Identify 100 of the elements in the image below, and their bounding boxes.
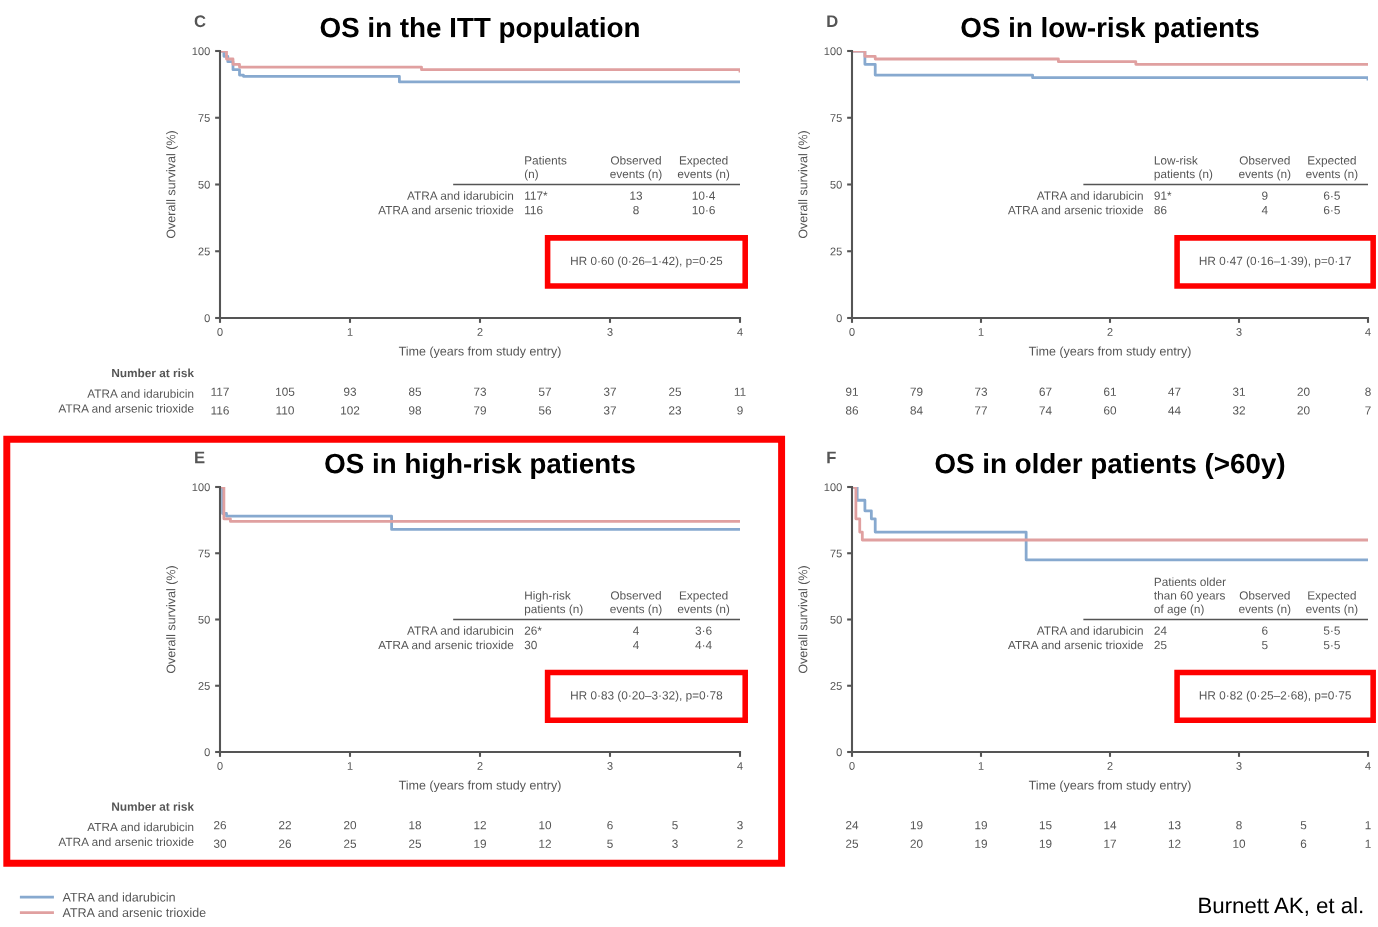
x-axis-title: Time (years from study entry) xyxy=(398,346,561,359)
x-axis-title: Time (years from study entry) xyxy=(1028,780,1191,793)
y-tick-label: 50 xyxy=(198,615,210,624)
y-tick-label: 100 xyxy=(824,483,842,492)
x-tick-label: 3 xyxy=(1236,762,1242,770)
annotation: 6 5 xyxy=(1261,626,1268,650)
x-tick-label: 0 xyxy=(849,762,855,770)
annotation: 13 8 xyxy=(630,191,643,215)
annotation: 4 4 xyxy=(632,626,639,650)
y-axis-title: Overall survival (%) xyxy=(798,566,810,674)
annotation: 91* 86 xyxy=(1154,191,1172,215)
x-tick-label: 1 xyxy=(978,762,984,770)
y-tick-label: 100 xyxy=(192,47,210,56)
annotation: High-risk patients (n) xyxy=(524,590,583,616)
chart-title: OS in the ITT population xyxy=(320,16,639,43)
text: 116 110 102 98 79 56 37 23 9 xyxy=(211,406,743,415)
annotation: Expected events (n) xyxy=(677,590,730,616)
chart-title: OS in high-risk patients xyxy=(325,452,635,479)
x-tick-label: 1 xyxy=(978,328,984,336)
legend-label: ATRA and idarubicin xyxy=(62,892,175,902)
annotation: HR 0·82 (0·25–2·68), p=0·75 xyxy=(1199,690,1351,702)
y-tick-label: 0 xyxy=(204,748,210,757)
annotation: Observed events (n) xyxy=(610,155,662,181)
x-axis-title: Time (years from study entry) xyxy=(1028,346,1191,359)
text: 30 26 25 25 19 12 5 3 2 xyxy=(213,839,743,848)
y-tick-label: 75 xyxy=(830,549,842,558)
annotation: Expected events (n) xyxy=(1306,590,1358,616)
text: C xyxy=(194,15,206,28)
annotation: 6·5 6·5 xyxy=(1323,191,1340,215)
annotation: 117* 116 xyxy=(525,191,548,215)
annotation: ATRA and idarubicin ATRA and arsenic trioxide xyxy=(1007,626,1144,650)
annotation: Expected events (n) xyxy=(677,155,730,181)
legend-label: ATRA and arsenic trioxide xyxy=(62,907,206,918)
annotation: Patients older than 60 years of age (n) xyxy=(1154,577,1226,616)
annotation: 24 25 xyxy=(1154,626,1167,650)
text: Burnett AK, et al. xyxy=(1199,897,1363,916)
annotation: ATRA and idarubicin ATRA and arsenic trioxide xyxy=(1007,191,1144,215)
x-tick-label: 3 xyxy=(607,762,613,770)
text: ATRA and idarubicin ATRA and arsenic trioxide xyxy=(58,389,194,413)
y-axis-title: Overall survival (%) xyxy=(166,566,178,674)
annotation: Patients (n) xyxy=(524,155,567,181)
annotation: HR 0·60 (0·26–1·42), p=0·25 xyxy=(571,256,723,268)
annotation: 3·6 4·4 xyxy=(695,626,712,650)
annotation: ATRA and idarubicin ATRA and arsenic trioxide xyxy=(378,626,514,650)
text: D xyxy=(827,15,838,27)
x-tick-label: 4 xyxy=(1365,762,1371,770)
x-tick-label: 0 xyxy=(217,328,223,336)
y-tick-label: 100 xyxy=(192,483,210,492)
y-tick-label: 25 xyxy=(198,247,210,256)
chart-title: OS in older patients (>60y) xyxy=(935,452,1285,479)
annotation: HR 0·83 (0·20–3·32), p=0·78 xyxy=(571,690,723,702)
x-tick-label: 2 xyxy=(1107,762,1113,770)
x-tick-label: 2 xyxy=(477,328,483,336)
text: 91 79 73 67 61 47 31 20 8 xyxy=(845,387,1371,396)
y-tick-label: 100 xyxy=(824,47,842,56)
y-tick-label: 50 xyxy=(198,180,210,189)
x-tick-label: 3 xyxy=(1236,328,1242,336)
x-tick-label: 4 xyxy=(737,328,743,336)
text: Number at risk xyxy=(112,802,195,811)
text: Number at risk xyxy=(112,368,195,378)
y-tick-label: 25 xyxy=(198,682,210,690)
text: F xyxy=(827,451,836,464)
annotation: Low-risk patients (n) xyxy=(1154,155,1213,181)
x-axis-title: Time (years from study entry) xyxy=(398,780,561,793)
chart-title: OS in low-risk patients xyxy=(961,16,1259,43)
y-tick-label: 0 xyxy=(836,314,842,323)
x-tick-label: 1 xyxy=(347,762,353,770)
y-tick-label: 0 xyxy=(836,748,842,757)
y-tick-label: 25 xyxy=(830,247,842,256)
y-axis-title: Overall survival (%) xyxy=(798,131,810,239)
y-tick-label: 75 xyxy=(198,549,210,558)
y-tick-label: 50 xyxy=(830,615,842,624)
y-tick-label: 50 xyxy=(830,180,842,189)
text: 24 19 19 15 14 13 8 5 1 xyxy=(846,821,1371,830)
annotation: Observed events (n) xyxy=(610,590,662,616)
annotation: 26* 30 xyxy=(524,626,542,650)
x-tick-label: 2 xyxy=(1107,328,1113,336)
annotation: ATRA and idarubicin ATRA and arsenic trioxide xyxy=(378,191,514,215)
x-tick-label: 0 xyxy=(217,762,223,770)
y-tick-label: 25 xyxy=(830,682,842,690)
y-tick-label: 75 xyxy=(830,114,842,122)
x-tick-label: 3 xyxy=(607,328,613,336)
y-axis-title: Overall survival (%) xyxy=(166,131,178,239)
y-tick-label: 0 xyxy=(204,314,210,323)
x-tick-label: 1 xyxy=(347,328,353,336)
annotation: 5·5 5·5 xyxy=(1323,626,1340,650)
annotation: Expected events (n) xyxy=(1306,155,1358,181)
annotation: Observed events (n) xyxy=(1239,155,1291,181)
annotation: Observed events (n) xyxy=(1239,590,1291,616)
text: 26 22 20 18 12 10 6 5 3 xyxy=(214,821,743,830)
text: 117 105 93 85 73 57 37 25 11 xyxy=(211,387,746,396)
text: 86 84 77 74 60 44 32 20 7 xyxy=(845,406,1371,415)
text: 25 20 19 19 17 12 10 6 1 xyxy=(846,839,1371,848)
x-tick-label: 2 xyxy=(477,762,483,770)
annotation: HR 0·47 (0·16–1·39), p=0·17 xyxy=(1199,256,1351,268)
y-tick-label: 75 xyxy=(198,114,210,122)
text: ATRA and idarubicin ATRA and arsenic trioxide xyxy=(58,822,194,847)
annotation: 10·4 10·6 xyxy=(692,191,716,215)
annotation: 9 4 xyxy=(1261,191,1268,215)
x-tick-label: 4 xyxy=(1365,328,1371,336)
